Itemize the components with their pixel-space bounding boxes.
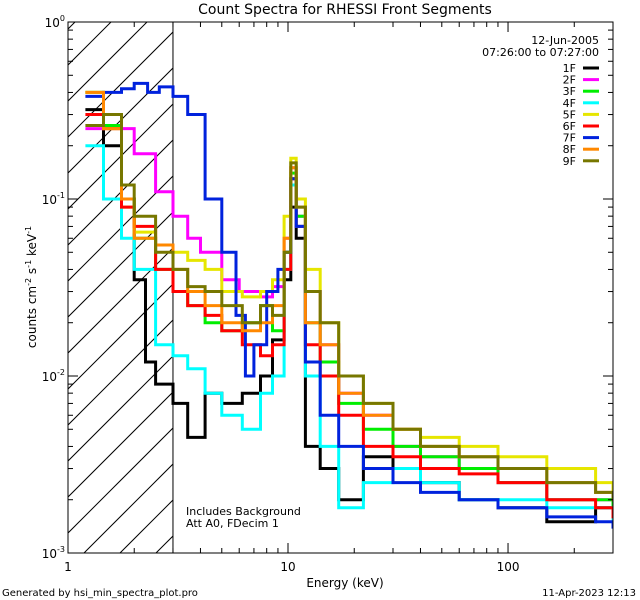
footer-generated-by: Generated by hsi_min_spectra_plot.pro [2,588,198,599]
hatch-line [68,211,173,318]
y-tick-base: 10 [45,16,60,30]
x-tick-labels: 1 10 100 [64,560,519,574]
y-axis-label-sup-s: -1 [24,260,33,268]
y-tick-label: 10-3 [42,545,65,561]
legend-label-1F: 1F [563,62,576,75]
x-tick-label: 100 [497,560,520,574]
x-tick-label: 1 [64,560,72,574]
y-axis-label-main: counts cm [25,286,39,348]
hatch-line [68,67,173,174]
date-label: 12-Jun-2005 [531,34,599,47]
hatch-region [68,22,173,553]
y-axis-label-sup-cm: -2 [24,278,33,286]
y-tick-base: 10 [42,370,57,384]
y-tick-label: 100 [45,14,65,30]
y-tick-exponent: -2 [57,368,65,377]
chart-title: Count Spectra for RHESSI Front Segments [198,2,492,18]
hatch-line [68,247,173,354]
y-axis-label: counts cm-2 s-1 keV-1 [24,226,39,348]
axis-ticks [67,21,614,554]
x-axis-label: Energy (keV) [306,576,383,590]
hatch-line [68,175,173,282]
y-tick-exponent: -1 [57,191,65,200]
plot-frame [67,21,614,554]
y-tick-label: 10-1 [42,191,65,207]
legend-label-5F: 5F [563,108,576,121]
y-axis-label-sup-kev: -1 [24,226,33,234]
annotation-attenuator: Att A0, FDecim 1 [186,517,279,530]
y-tick-label: 10-2 [42,368,65,384]
footer-timestamp: 11-Apr-2023 12:13 [542,588,636,599]
time-range-label: 07:26:00 to 07:27:00 [482,46,599,59]
y-axis-label-s: s [25,268,39,278]
series-line-7F [85,81,613,529]
hatch-line [68,391,173,498]
y-tick-base: 10 [42,193,57,207]
series-group [85,81,613,529]
x-tick-label: 10 [280,560,295,574]
annotation-background: Includes Background [186,505,301,518]
hatch-line [68,31,173,138]
hatch-line [68,427,173,534]
legend-label-9F: 9F [563,155,576,168]
hatch-line [68,355,173,462]
y-axis-label-kev: keV [25,233,39,260]
legend-label-6F: 6F [563,120,576,133]
y-tick-exponent: 0 [60,14,65,23]
hatch-line [68,22,148,102]
y-tick-exponent: -3 [57,545,65,554]
y-tick-base: 10 [42,547,57,561]
legend-label-7F: 7F [563,132,576,145]
legend-label-2F: 2F [563,74,576,87]
series-line-9F [85,113,613,502]
legend-label-3F: 3F [563,85,576,98]
legend-label-8F: 8F [563,143,576,156]
legend-label-4F: 4F [563,97,576,110]
